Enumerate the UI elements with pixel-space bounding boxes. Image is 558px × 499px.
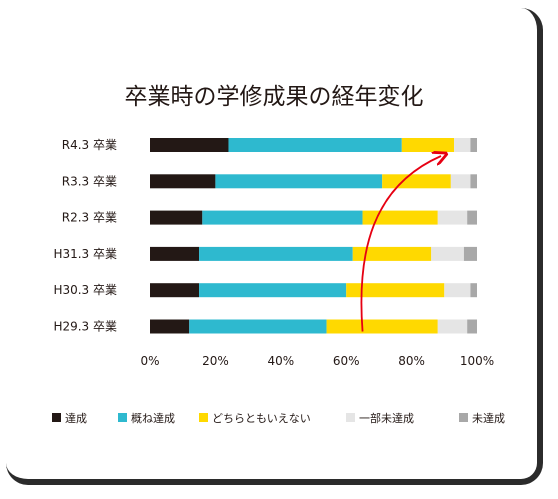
chart-card: 卒業時の学修成果の経年変化 R4.3 卒業 R3.3 卒業 R2.3 卒業 H31.3… [6, 8, 543, 485]
x-tick-label: 80% [398, 354, 425, 368]
bar-segment [437, 319, 468, 334]
legend-label: どちらともいえない [212, 412, 311, 425]
bar-segment [150, 138, 229, 152]
legend-swatch [199, 413, 208, 422]
bar-segment [326, 319, 438, 334]
bar-segment [467, 319, 477, 334]
bar-segment [215, 174, 383, 189]
x-axis-ticks: 0% 20% 40% 60% 80% 100% [140, 354, 494, 368]
bar-rows: R4.3 卒業 R3.3 卒業 R2.3 卒業 H31.3 卒業 H30.3 卒業 H29… [53, 138, 477, 334]
bar-segment [470, 283, 477, 298]
bar-segment [352, 246, 432, 261]
bar-segment [150, 210, 203, 225]
row-label: R2.3 卒業 [62, 211, 117, 225]
row-label: H29.3 卒業 [53, 320, 117, 334]
bar-segment [362, 210, 438, 225]
bar-segment [228, 138, 402, 152]
legend: 達成 概ね達成 どちらともいえない 一部未達成 未達成 [52, 411, 505, 425]
x-tick-label: 100% [460, 354, 494, 368]
x-tick-label: 60% [333, 354, 360, 368]
legend-label: 達成 [65, 412, 87, 425]
row-label: R4.3 卒業 [62, 138, 117, 152]
row-label: R3.3 卒業 [62, 174, 117, 188]
row-label: H31.3 卒業 [53, 247, 117, 261]
bar-segment [199, 246, 353, 261]
bar-segment [454, 138, 471, 152]
x-tick-label: 0% [140, 354, 159, 368]
x-tick-label: 20% [202, 354, 229, 368]
legend-swatch [346, 413, 355, 422]
row-label: H30.3 卒業 [53, 283, 117, 297]
stacked-bar-chart: 卒業時の学修成果の経年変化 R4.3 卒業 R3.3 卒業 R2.3 卒業 H31.3… [52, 84, 505, 425]
bar-segment [150, 319, 190, 334]
bar-segment [463, 246, 477, 261]
bar-segment [199, 283, 347, 298]
bar-segment [431, 246, 464, 261]
bar-segment [470, 174, 477, 189]
bar-segment [444, 283, 471, 298]
bar-segment [189, 319, 327, 334]
chart-title: 卒業時の学修成果の経年変化 [125, 84, 424, 110]
bar-segment [437, 210, 468, 225]
x-tick-label: 40% [267, 354, 294, 368]
bar-segment [401, 138, 455, 152]
bar-segment [382, 174, 451, 189]
legend-label: 未達成 [472, 412, 505, 425]
legend-swatch [52, 413, 61, 422]
legend-label: 一部未達成 [359, 411, 414, 425]
bar-segment [450, 174, 471, 189]
legend-swatch [459, 413, 468, 422]
bar-segment [202, 210, 363, 225]
bar-segment [470, 138, 477, 152]
bar-segment [467, 210, 477, 225]
bar-segment [150, 283, 200, 298]
bar-segment [346, 283, 445, 298]
legend-label: 概ね達成 [131, 412, 175, 425]
legend-swatch [118, 413, 127, 422]
trend-arrow [360, 156, 441, 332]
bar-segment [150, 246, 200, 261]
bar-segment [150, 174, 216, 189]
